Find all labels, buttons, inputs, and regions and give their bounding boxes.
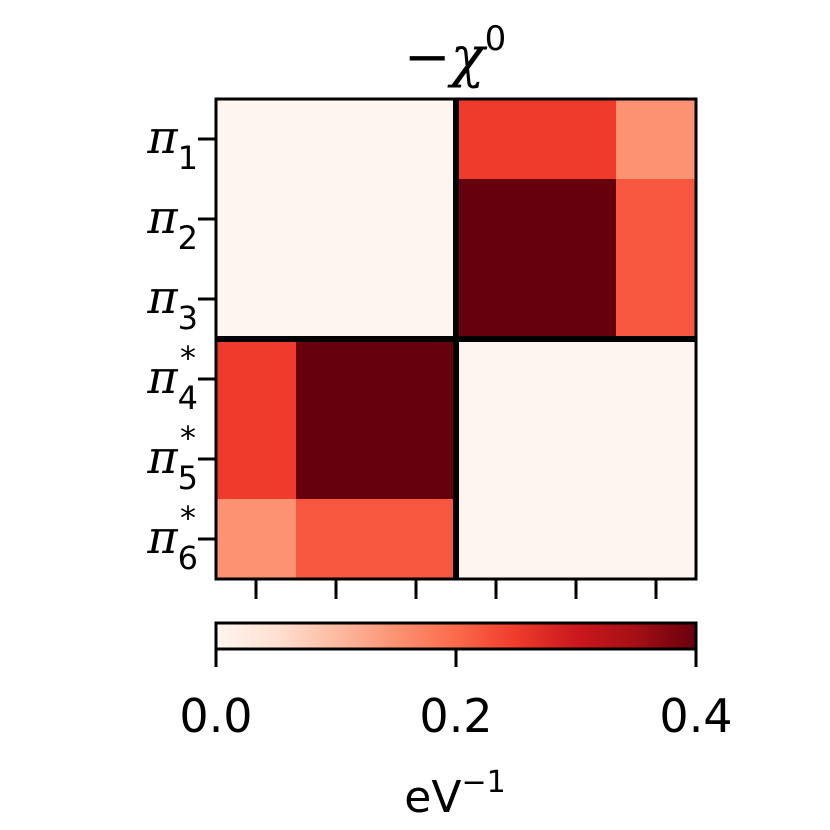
heatmap-cell — [216, 179, 297, 260]
heatmap-cell — [536, 179, 617, 260]
heatmap-cell — [216, 259, 297, 340]
y-tick-label-subscript: 1 — [178, 139, 198, 177]
heatmap-cell — [296, 499, 377, 580]
y-tick-label-superscript: * — [180, 499, 196, 537]
colorbar-tick-label: 0.2 — [419, 689, 492, 743]
y-axis-ticks — [198, 137, 216, 541]
heatmap-cell — [376, 339, 457, 420]
heatmap-cell — [296, 179, 377, 260]
heatmap-cell — [456, 499, 537, 580]
heatmap-cell — [616, 259, 697, 340]
y-tick-label: π2 — [146, 190, 198, 257]
heatmap-cell — [536, 419, 617, 500]
heatmap-cell — [376, 419, 457, 500]
heatmap-cell — [376, 259, 457, 340]
heatmap-cell — [616, 339, 697, 420]
y-tick-label: π3 — [146, 270, 198, 337]
colorbar — [214, 621, 698, 651]
heatmap-cell — [456, 419, 537, 500]
chart-title-main: −χ — [404, 25, 488, 90]
heatmap-cell — [456, 259, 537, 340]
y-tick-label-base: π — [146, 350, 178, 404]
y-tick-label-subscript: 4 — [178, 379, 198, 417]
chart-title: −χ0 — [404, 19, 507, 90]
heatmap-cell — [296, 259, 377, 340]
heatmap-cell — [456, 179, 537, 260]
colorbar-label: eV−1 — [404, 765, 505, 823]
colorbar-tick-label: 0.0 — [179, 689, 252, 743]
colorbar-tick-label: 0.4 — [659, 689, 732, 743]
y-tick-label-base: π — [146, 190, 178, 244]
heatmap-cell — [456, 99, 537, 180]
y-tick-label-superscript: * — [180, 419, 196, 457]
heatmap-cell — [536, 259, 617, 340]
heatmap-cells — [216, 99, 697, 580]
heatmap-cell — [456, 339, 537, 420]
heatmap-cell — [376, 499, 457, 580]
y-tick-label-subscript: 6 — [178, 539, 198, 577]
colorbar-ticks — [214, 649, 698, 667]
heatmap-frame — [214, 97, 698, 581]
y-tick-label-subscript: 3 — [178, 299, 198, 337]
heatmap-cell — [216, 99, 297, 180]
y-tick-label-subscript: 2 — [178, 219, 198, 257]
y-tick-label-base: π — [146, 430, 178, 484]
heatmap-cell — [376, 179, 457, 260]
colorbar-label-base: eV — [404, 772, 461, 823]
heatmap-cell — [616, 99, 697, 180]
heatmap-cell — [216, 419, 297, 500]
heatmap-cell — [616, 419, 697, 500]
heatmap-cell — [536, 339, 617, 420]
heatmap-cell — [296, 99, 377, 180]
y-tick-label-base: π — [146, 270, 178, 324]
colorbar-label-superscript: −1 — [461, 765, 505, 800]
heatmap-cell — [296, 419, 377, 500]
y-tick-label-base: π — [146, 510, 178, 564]
y-tick-label: π5* — [146, 419, 198, 497]
chart-title-superscript: 0 — [485, 19, 507, 59]
heatmap-cell — [616, 179, 697, 260]
heatmap-cell — [216, 499, 297, 580]
heatmap-cell — [216, 339, 297, 420]
y-tick-label-superscript: * — [180, 339, 196, 377]
y-tick-label: π1 — [146, 110, 198, 177]
y-tick-label-subscript: 5 — [178, 459, 198, 497]
heatmap-cell — [376, 99, 457, 180]
heatmap-cell — [296, 339, 377, 420]
block-dividers — [216, 99, 696, 579]
y-tick-label: π6* — [146, 499, 198, 577]
heatmap-cell — [536, 99, 617, 180]
heatmap-cell — [616, 499, 697, 580]
x-axis-ticks — [254, 579, 658, 599]
y-tick-label-base: π — [146, 110, 178, 164]
y-tick-label: π4* — [146, 339, 198, 417]
heatmap-cell — [536, 499, 617, 580]
colorbar-tick-labels: 0.0 0.2 0.4 — [179, 689, 732, 743]
